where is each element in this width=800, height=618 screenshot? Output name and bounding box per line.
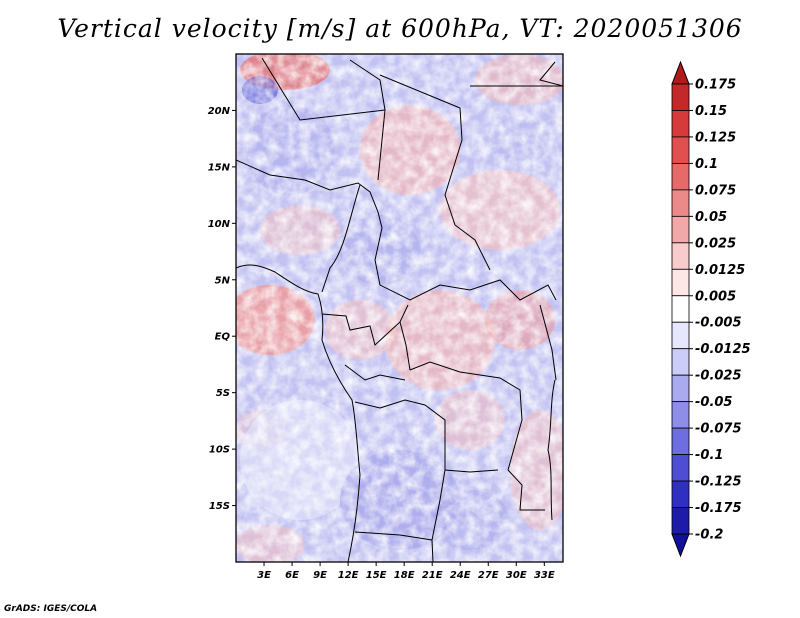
lat-tick-label: 10N (208, 219, 231, 230)
colorbar-label: 0.005 (695, 289, 736, 304)
colorbar-swatch (671, 215, 690, 244)
lon-tick-label: 30E (506, 570, 527, 581)
latitude-axis: 20N 15N 10N 5N EQ 5S 10S 15S (208, 106, 236, 512)
colorbar-label: -0.025 (695, 369, 742, 384)
lat-tick-label: 20N (208, 106, 231, 117)
colorbar-label: 0.15 (695, 104, 727, 119)
lat-tick-label: 15N (208, 162, 231, 173)
colorbar: 0.175 0.15 0.125 0.1 0.075 0.05 0.025 0.0125 0.0… (671, 60, 751, 558)
colorbar-label: 0.0125 (695, 263, 745, 278)
colorbar-swatch (671, 427, 690, 455)
colorbar-label: -0.125 (695, 475, 742, 490)
lon-tick-label: 15E (366, 570, 387, 581)
colorbar-swatch (671, 454, 690, 482)
lon-tick-label: 9E (313, 570, 327, 581)
colorbar-label: 0.1 (695, 157, 718, 172)
map-title: Vertical velocity [m/s] at 600hPa, VT: 2… (57, 14, 743, 43)
colorbar-swatch (671, 348, 690, 376)
colorbar-swatch (671, 136, 690, 164)
colorbar-label: 0.05 (695, 210, 727, 225)
colorbar-swatch (671, 401, 690, 429)
colorbar-top-arrow (671, 60, 690, 85)
colorbar-swatch (671, 242, 690, 270)
lon-tick-label: 3E (257, 570, 271, 581)
colorbar-swatch (671, 83, 690, 111)
longitude-axis: 3E 6E 9E 12E 15E 18E 21E 24E 27E 30E 33E (257, 562, 555, 581)
colorbar-label: -0.075 (695, 422, 742, 437)
lon-tick-label: 24E (450, 570, 471, 581)
lat-tick-label: 10S (209, 445, 230, 456)
lon-tick-label: 12E (338, 570, 359, 581)
colorbar-swatch (671, 189, 690, 217)
colorbar-swatch (671, 321, 690, 350)
grads-credit: GrADS: IGES/COLA (4, 604, 98, 614)
colorbar-bottom-arrow (671, 533, 690, 558)
colorbar-label: -0.1 (695, 448, 723, 463)
colorbar-label: 0.075 (695, 183, 736, 198)
colorbar-label: -0.2 (695, 528, 723, 543)
colorbar-swatch (671, 268, 690, 297)
lon-tick-label: 18E (394, 570, 415, 581)
lon-tick-label: 33E (534, 570, 555, 581)
colorbar-label: -0.0125 (695, 342, 751, 357)
colorbar-swatch (671, 163, 690, 191)
lon-tick-label: 6E (285, 570, 299, 581)
colorbar-swatch (671, 480, 690, 508)
country-borders (236, 57, 563, 562)
lat-tick-label: 5N (215, 275, 231, 286)
colorbar-swatch (671, 374, 690, 403)
lon-tick-label: 27E (478, 570, 499, 581)
colorbar-label: 0.025 (695, 236, 736, 251)
lon-tick-label: 21E (422, 570, 443, 581)
map-frame (235, 53, 564, 563)
colorbar-label: -0.05 (695, 395, 732, 410)
colorbar-swatch (671, 295, 690, 323)
colorbar-swatch (671, 507, 690, 535)
colorbar-label: -0.175 (695, 501, 742, 516)
colorbar-swatch (671, 110, 690, 138)
colorbar-label: 0.175 (695, 78, 736, 93)
lat-tick-label: EQ (215, 332, 231, 343)
velocity-field (236, 54, 563, 562)
lat-tick-label: 15S (209, 501, 230, 512)
lat-tick-label: 5S (216, 388, 230, 399)
colorbar-label: 0.125 (695, 130, 736, 145)
colorbar-label: -0.005 (695, 316, 742, 331)
